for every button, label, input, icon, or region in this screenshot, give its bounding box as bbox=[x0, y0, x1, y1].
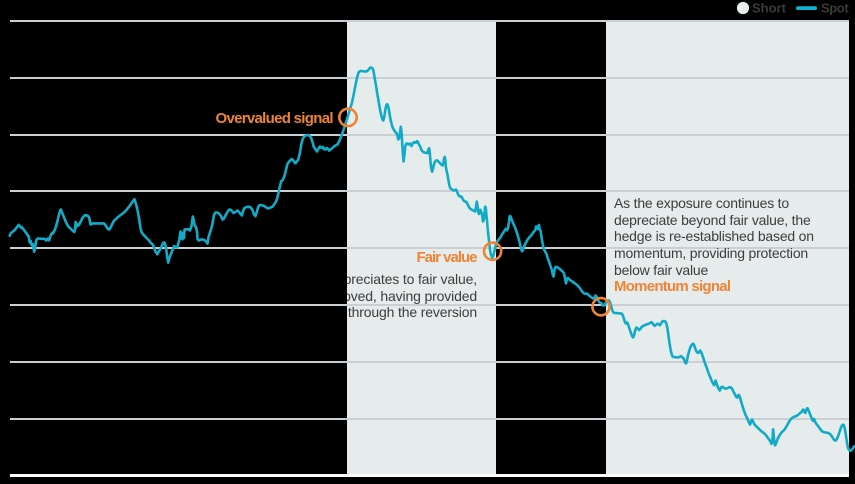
svg-text:Short: Short bbox=[752, 1, 787, 16]
svg-text:Spot: Spot bbox=[821, 1, 849, 16]
